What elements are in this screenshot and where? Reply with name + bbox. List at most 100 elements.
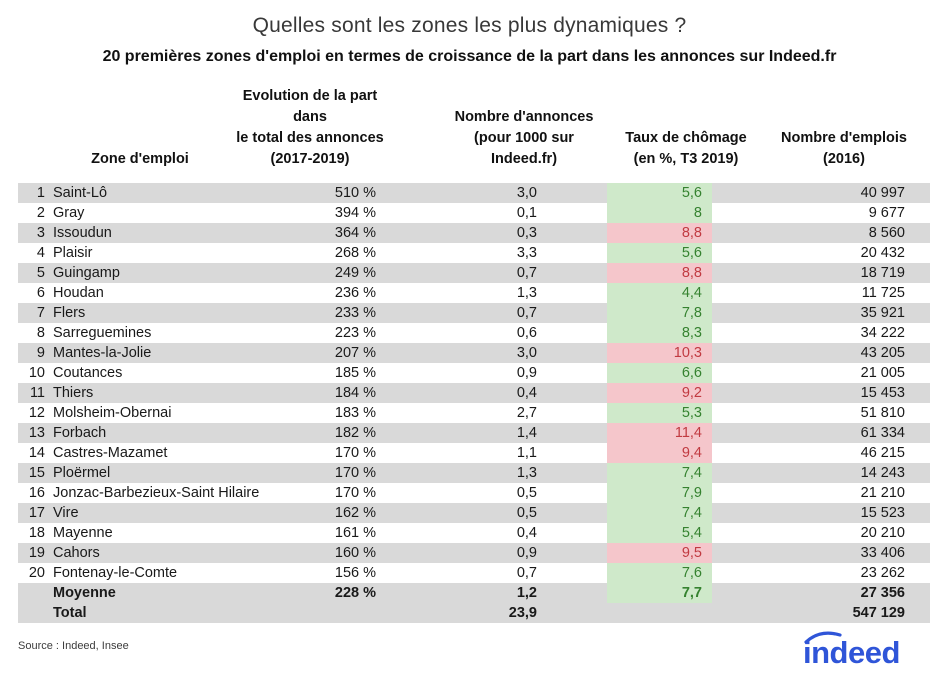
table-row: 10 Coutances 185 % 0,9 6,6 21 005 <box>18 363 930 383</box>
zone-name: Moyenne <box>53 585 116 601</box>
row-rank: 19 <box>28 545 45 561</box>
row-rank: 12 <box>28 405 45 421</box>
annonces-value: 3,0 <box>516 185 537 201</box>
evolution-value <box>276 603 376 623</box>
table-row: 3 Issoudun 364 % 0,3 8,8 8 560 <box>18 223 930 243</box>
table-row: 19 Cahors 160 % 0,9 9,5 33 406 <box>18 543 930 563</box>
evolution-value: 364 % <box>334 225 376 241</box>
logo-wordmark: indeed <box>803 635 900 670</box>
zone-name: Molsheim-Obernai <box>53 405 172 421</box>
evolution-value: 160 % <box>334 545 376 561</box>
row-rank: 15 <box>28 465 45 481</box>
zone-name: Coutances <box>53 365 123 381</box>
row-spacer <box>45 243 53 263</box>
chomage-value: 9,5 <box>607 543 712 563</box>
zone-name: Ploërmel <box>53 465 111 481</box>
zone-name: Sarreguemines <box>53 325 152 341</box>
column-gap <box>537 523 607 543</box>
emplois-value: 21 210 <box>860 485 905 501</box>
table-row: 8 Sarreguemines 223 % 0,6 8,3 34 222 <box>18 323 930 343</box>
annonces-value: 3,0 <box>516 345 537 361</box>
chomage-value: 8 <box>607 203 712 223</box>
evolution-value: 170 % <box>334 485 376 501</box>
evolution-value: 170 % <box>334 465 376 481</box>
chomage-value: 5,3 <box>607 403 712 423</box>
zone-name: Gray <box>53 205 85 221</box>
table-row: Moyenne 228 % 1,2 7,7 27 356 <box>18 583 930 603</box>
row-spacer <box>45 523 53 543</box>
evolution-value: 394 % <box>334 205 376 221</box>
zone-name: Saint-Lô <box>53 185 108 201</box>
annonces-value: 3,3 <box>516 245 537 261</box>
evolution-value: 228 % <box>334 585 376 601</box>
column-gap <box>537 403 607 423</box>
evolution-value: 182 % <box>334 425 376 441</box>
zone-name: Houdan <box>53 285 104 301</box>
row-rank: 18 <box>28 525 45 541</box>
column-gap <box>537 363 607 383</box>
annonces-value: 0,4 <box>516 525 537 541</box>
table-header: Zone d'emploi Evolution de la part dans … <box>0 84 939 170</box>
row-rank: 1 <box>36 185 45 201</box>
row-spacer <box>45 303 53 323</box>
row-spacer <box>45 343 53 363</box>
chomage-value: 7,4 <box>607 503 712 523</box>
chomage-value: 7,8 <box>607 303 712 323</box>
chomage-value: 7,4 <box>607 463 712 483</box>
column-gap <box>537 483 607 503</box>
annonces-value: 0,3 <box>516 225 537 241</box>
row-rank: 14 <box>28 445 45 461</box>
row-rank: 4 <box>36 245 45 261</box>
annonces-value: 1,2 <box>516 585 537 601</box>
row-spacer <box>45 183 53 203</box>
emplois-value: 20 432 <box>860 245 905 261</box>
annonces-value: 0,5 <box>516 505 537 521</box>
table-row: 1 Saint-Lô 510 % 3,0 5,6 40 997 <box>18 183 930 203</box>
emplois-value: 27 356 <box>860 585 905 601</box>
row-spacer <box>45 363 53 383</box>
zone-name: Thiers <box>53 385 94 401</box>
zone-name: Castres-Mazamet <box>53 445 168 461</box>
emplois-value: 61 334 <box>860 425 905 441</box>
annonces-value: 0,7 <box>516 305 537 321</box>
row-spacer <box>45 383 53 403</box>
chomage-value <box>607 603 712 623</box>
annonces-value: 0,4 <box>516 385 537 401</box>
row-spacer <box>45 423 53 443</box>
column-gap <box>537 583 607 603</box>
column-gap <box>537 443 607 463</box>
emplois-value: 11 725 <box>861 285 905 301</box>
evolution-value: 162 % <box>334 505 376 521</box>
evolution-value: 184 % <box>334 385 376 401</box>
zone-name: Forbach <box>53 425 107 441</box>
row-spacer <box>45 323 53 343</box>
column-gap <box>537 183 607 203</box>
zone-name: Guingamp <box>53 265 120 281</box>
emplois-value: 547 129 <box>852 605 905 621</box>
zone-name: Plaisir <box>53 245 93 261</box>
evolution-value: 236 % <box>334 285 376 301</box>
evolution-value: 207 % <box>334 345 376 361</box>
table-row: 20 Fontenay-le-Comte 156 % 0,7 7,6 23 262 <box>18 563 930 583</box>
row-rank: 8 <box>36 325 45 341</box>
row-spacer <box>45 283 53 303</box>
evolution-value: 249 % <box>334 265 376 281</box>
row-rank: 6 <box>36 285 45 301</box>
row-rank: 7 <box>36 305 45 321</box>
emplois-value: 21 005 <box>860 365 905 381</box>
chomage-value: 6,6 <box>607 363 712 383</box>
chomage-value: 4,4 <box>607 283 712 303</box>
table-row: 16 Jonzac-Barbezieux-Saint Hilaire 170 % 0,… <box>18 483 930 503</box>
table-row: 14 Castres-Mazamet 170 % 1,1 9,4 46 215 <box>18 443 930 463</box>
evolution-value: 223 % <box>334 325 376 341</box>
evolution-value: 183 % <box>334 405 376 421</box>
chomage-value: 5,4 <box>607 523 712 543</box>
table-row: 13 Forbach 182 % 1,4 11,4 61 334 <box>18 423 930 443</box>
emplois-value: 34 222 <box>860 325 905 341</box>
zone-name: Issoudun <box>53 225 112 241</box>
emplois-value: 51 810 <box>860 405 905 421</box>
column-gap <box>537 303 607 323</box>
evolution-value: 156 % <box>334 565 376 581</box>
annonces-value: 0,9 <box>516 545 537 561</box>
